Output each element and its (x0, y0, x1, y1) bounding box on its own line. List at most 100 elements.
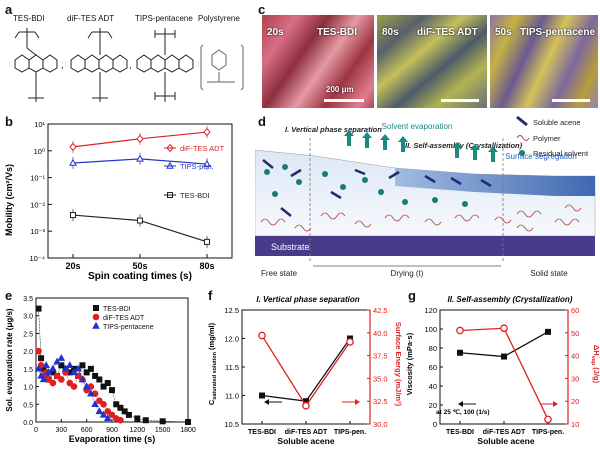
substrate-label: Substrate (271, 242, 310, 252)
legend-label: Polymer (533, 134, 561, 143)
data-point (137, 217, 143, 224)
data-point (204, 238, 210, 245)
stage-label: Drying (t) (391, 269, 424, 278)
data-point (203, 127, 211, 137)
data-point (117, 404, 124, 411)
panel-e-chart: Sol. evaporation rate (μg/s) Evaporation… (5, 296, 196, 444)
y2-tick-label: 60 (571, 306, 579, 315)
data-point (93, 305, 99, 311)
x-tick-label: diF-TES ADT (483, 429, 526, 436)
x-tick-label: 900 (106, 427, 118, 434)
y-tick-label: 120 (424, 306, 437, 315)
legend-label: diF-TES ADT (180, 144, 225, 153)
stage-label: Free state (261, 269, 298, 278)
data-point (53, 357, 61, 365)
polystyrene-structure (200, 44, 244, 91)
y-tick-label: 40 (429, 382, 437, 391)
operator: , (61, 60, 64, 70)
x-tick-label: 300 (55, 427, 67, 434)
data-point (70, 368, 78, 376)
data-point (65, 361, 74, 369)
data-point (82, 382, 91, 390)
x-axis-label: Soluble acene (477, 436, 534, 446)
data-point (104, 408, 112, 415)
data-point (53, 372, 61, 380)
data-point (125, 411, 132, 418)
panel-f-chart: I. Vertical phase separation Csaturated … (207, 295, 402, 446)
panel-a-molecules: TES-BDI diF-TES ADT TIPS-pentacene Polys… (13, 14, 244, 102)
x-axis-label: Spin coating times (s) (88, 271, 192, 282)
data-point (87, 365, 94, 372)
x-tick-label: 80s (199, 261, 214, 271)
x-tick-label: 1800 (180, 427, 196, 434)
x-tick-label: 50s (132, 261, 147, 271)
data-point (96, 376, 103, 383)
x-tick-label: TIPS-pen. (532, 429, 564, 436)
data-point (100, 383, 107, 390)
micrograph-time: 50s (495, 27, 512, 38)
axis-arrowhead (355, 399, 360, 405)
y-tick-label: 10⁻² (30, 200, 45, 209)
x-tick-label: TES-BDI (248, 429, 276, 436)
legend-label: TIPS-pen. (180, 162, 214, 171)
panel-g-letter: g (408, 288, 416, 303)
data-point (49, 379, 57, 387)
y-tick-label: 12.5 (224, 306, 239, 315)
chart-title: II. Self-assembly (Crystallization) (448, 295, 573, 304)
x-tick-label: 0 (34, 427, 38, 434)
y2-axis-label: Surface Energy (mJ/m²) (394, 322, 402, 407)
y2-tick-label: 42.5 (373, 306, 388, 315)
y-axis-label: Mobility (cm²/Vs) (4, 164, 14, 236)
data-point (134, 415, 141, 422)
y-tick-label: 10⁻¹ (30, 174, 45, 183)
y2-tick-label: 32.5 (373, 397, 388, 406)
y-tick-label: 3.0 (23, 314, 33, 321)
y2-tick-label: 50 (571, 329, 579, 338)
data-point (501, 353, 507, 360)
data-point (39, 375, 48, 383)
y2-tick-label: 37.5 (373, 352, 388, 361)
chart-annotation: at 25 ℃, 100 (1/s) (436, 408, 490, 416)
data-point (69, 142, 77, 152)
panel-b-chart: Mobility (cm²/Vs) Spin coating times (s)… (4, 120, 233, 282)
data-point (100, 400, 107, 408)
data-point (302, 401, 310, 410)
legend-label: Soluble acene (533, 118, 581, 127)
panel-b-letter: b (5, 114, 13, 129)
data-point (42, 361, 50, 369)
soluble-acene-icon (516, 115, 528, 127)
segregation-label: Surface segregation (505, 152, 577, 161)
data-point (38, 355, 45, 362)
molecule-label: TES-BDI (13, 14, 45, 23)
y-axis-label: Viscosity (mPa·s) (405, 332, 414, 395)
panel-d-letter: d (258, 114, 266, 129)
data-point (346, 338, 354, 346)
data-point (259, 392, 265, 399)
legend-label: TES-BDI (180, 191, 210, 200)
series-line (261, 338, 351, 402)
y-axis-label: Sol. evaporation rate (μg/s) (5, 308, 14, 411)
data-point (91, 400, 99, 407)
panel-e-letter: e (5, 288, 13, 303)
molecule-label: Polystyrene (198, 14, 240, 23)
axis-arrowhead (458, 401, 463, 407)
data-point (500, 324, 508, 333)
y-tick-label: 10.5 (224, 420, 239, 429)
panel-c-letter: c (258, 2, 266, 17)
y-tick-label: 2.5 (23, 331, 33, 338)
y-tick-label: 0.5 (23, 402, 33, 409)
data-point (44, 368, 53, 376)
x-axis-label: Evaporation time (s) (69, 434, 156, 444)
y2-tick-label: 30 (571, 374, 579, 383)
data-point (457, 349, 463, 356)
data-point (79, 362, 86, 369)
data-point (258, 331, 266, 340)
data-point (544, 415, 552, 424)
micrograph-material: TIPS-pentacene (520, 27, 596, 38)
micrograph-material: diF-TES ADT (417, 27, 478, 38)
y2-tick-label: 20 (571, 397, 579, 406)
data-point (142, 417, 149, 424)
data-point (74, 364, 83, 372)
data-point (35, 347, 42, 355)
data-point (113, 401, 120, 408)
